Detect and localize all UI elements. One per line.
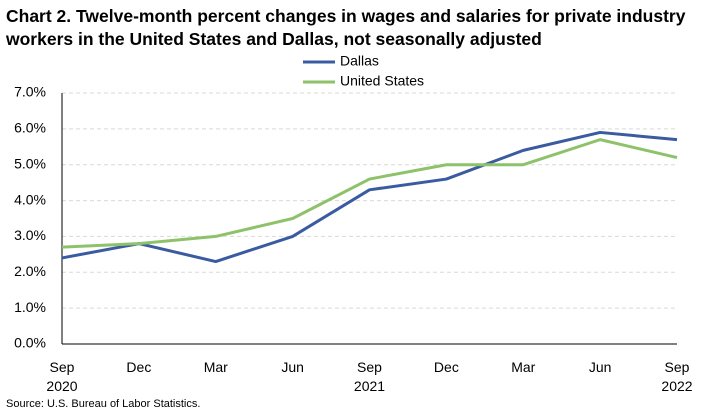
x-tick-label: Sep 2020 [46, 359, 78, 394]
x-tick-label: Dec [433, 359, 459, 375]
x-tick-label: Jun [588, 359, 612, 375]
data-line [61, 138, 678, 249]
y-tick-label: 7.0% [14, 84, 46, 100]
data-line [61, 130, 678, 264]
x-tick-label: Sep 2021 [353, 359, 386, 394]
y-tick-label: 6.0% [14, 120, 46, 136]
chart-title: Chart 2. Twelve-month percent changes in… [6, 6, 686, 49]
y-tick-label: 1.0% [14, 299, 46, 315]
legend-label: Dallas [340, 53, 379, 69]
source-note: Source: U.S. Bureau of Labor Statistics. [6, 398, 201, 410]
x-tick-label: Mar [511, 359, 536, 375]
legend-label: United States [340, 73, 424, 89]
x-tick-label: Jun [281, 359, 304, 375]
y-tick-label: 5.0% [14, 155, 46, 171]
x-tick-label: Mar [203, 359, 228, 375]
y-tick-label: 0.0% [14, 335, 46, 351]
x-tick-label: Dec [126, 359, 152, 375]
y-tick-label: 4.0% [14, 191, 46, 207]
y-tick-label: 3.0% [14, 227, 46, 243]
x-tick-label: Sep 2022 [661, 359, 693, 394]
y-tick-label: 2.0% [14, 263, 46, 279]
